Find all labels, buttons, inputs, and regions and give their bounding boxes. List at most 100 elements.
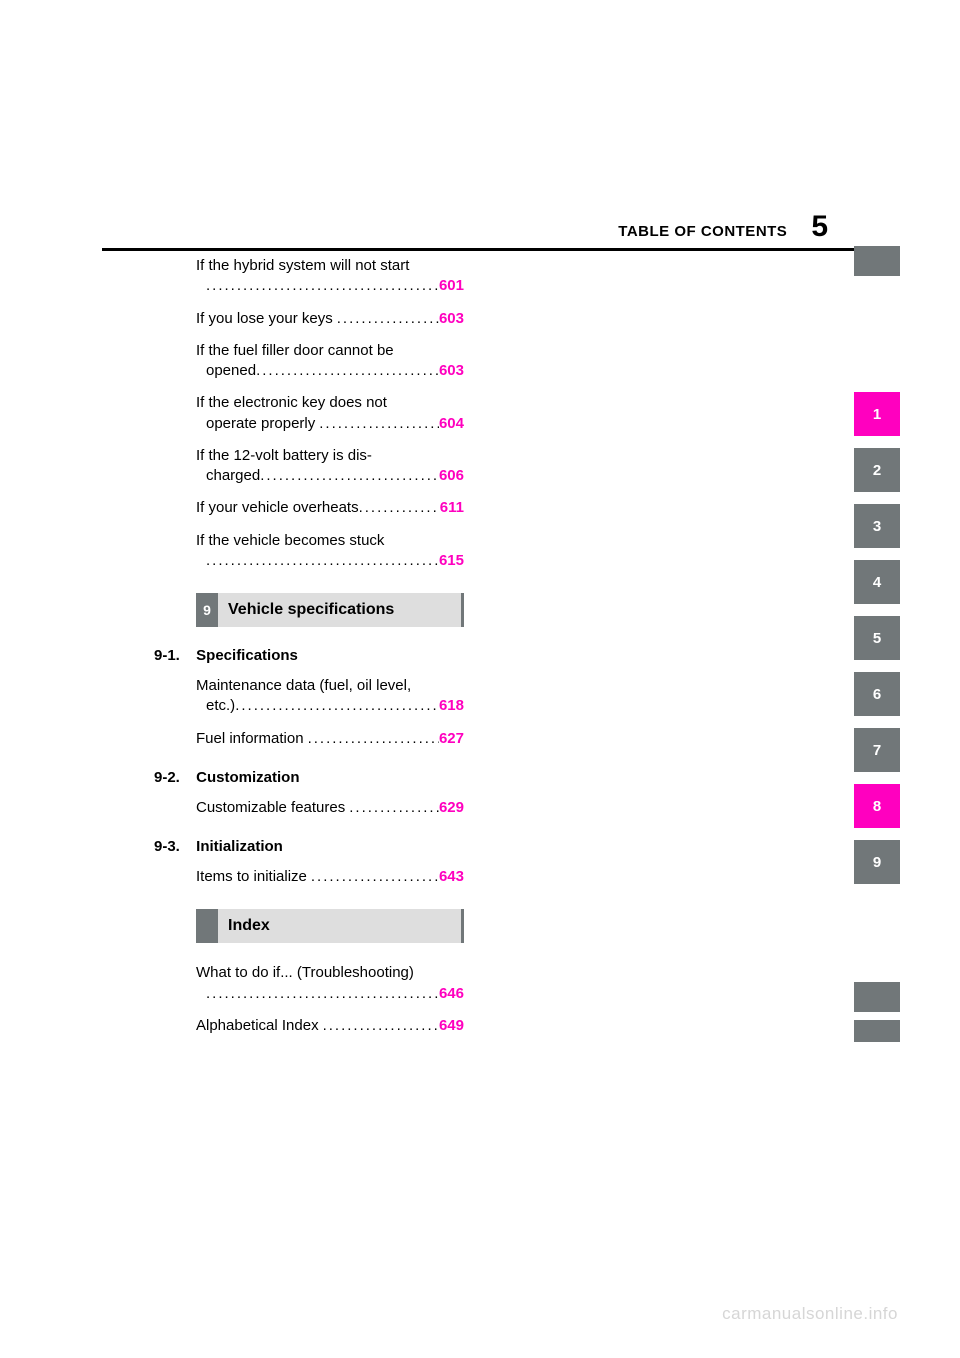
toc-line: If your vehicle overheats 611 — [196, 498, 464, 518]
toc-page[interactable]: 604 — [439, 414, 464, 434]
toc-line: Items to initialize 643 — [196, 867, 464, 887]
leader-dots — [260, 466, 439, 486]
subsection-number: 9-2. — [154, 769, 192, 786]
toc-line: Alphabetical Index 649 — [196, 1016, 464, 1036]
leader-dots — [349, 798, 439, 818]
side-tabs: 1 2 3 4 5 6 7 8 9 — [854, 246, 900, 884]
tab-3[interactable]: 3 — [854, 504, 900, 548]
section-title: Vehicle specifications — [218, 593, 464, 627]
toc-entry: Items to initialize 643 — [196, 867, 464, 887]
toc-page[interactable]: 618 — [439, 696, 464, 716]
toc-line: If you lose your keys 603 — [196, 309, 464, 329]
tab-7[interactable]: 7 — [854, 728, 900, 772]
toc-entry: If the fuel filler door cannot be opened… — [196, 341, 464, 382]
toc-text: If the 12-volt battery is dis- — [196, 446, 464, 466]
tab-5[interactable]: 5 — [854, 616, 900, 660]
toc-text: If the electronic key does not — [196, 393, 464, 413]
tab-1[interactable]: 1 — [854, 392, 900, 436]
leader-dots — [206, 984, 439, 1004]
toc-content: If the hybrid system will not start 601 … — [196, 244, 464, 1036]
toc-page[interactable]: 606 — [439, 466, 464, 486]
tab-8[interactable]: 8 — [854, 784, 900, 828]
toc-page[interactable]: 643 — [439, 867, 464, 887]
toc-text: If you lose your keys — [196, 309, 333, 329]
page: TABLE OF CONTENTS 5 If the hybrid system… — [0, 0, 960, 1358]
toc-page[interactable]: 603 — [439, 309, 464, 329]
subsection-heading: 9-1. Specifications — [154, 647, 464, 664]
tab-placeholder-top — [854, 246, 900, 276]
subsection-heading: 9-3. Initialization — [154, 838, 464, 855]
toc-text: If your vehicle overheats — [196, 498, 359, 518]
toc-entry: What to do if... (Troubleshooting) 646 — [196, 963, 464, 1004]
toc-entry: Customizable features 629 — [196, 798, 464, 818]
tab-placeholder-bottom-1 — [854, 982, 900, 1012]
toc-page[interactable]: 646 — [439, 984, 464, 1004]
leader-dots — [308, 729, 439, 749]
toc-text: Items to initialize — [196, 867, 307, 887]
subsection-number: 9-3. — [154, 838, 192, 855]
leader-dots — [206, 551, 439, 571]
toc-text: charged — [206, 466, 260, 486]
leader-dots — [235, 696, 439, 716]
section-heading-index: Index — [196, 909, 464, 943]
toc-line: 615 — [196, 551, 464, 571]
section-badge: 9 — [196, 593, 218, 627]
toc-page[interactable]: 627 — [439, 729, 464, 749]
toc-text: If the fuel filler door cannot be — [196, 341, 464, 361]
section-heading-9: 9 Vehicle specifications — [196, 593, 464, 627]
subsection-title: Customization — [196, 769, 299, 786]
toc-text: Alphabetical Index — [196, 1016, 319, 1036]
toc-page[interactable]: 611 — [440, 498, 464, 518]
subsection-number: 9-1. — [154, 647, 192, 664]
toc-page[interactable]: 601 — [439, 276, 464, 296]
toc-text: Maintenance data (fuel, oil level, — [196, 676, 464, 696]
toc-page[interactable]: 615 — [439, 551, 464, 571]
toc-text: If the vehicle becomes stuck — [196, 531, 464, 551]
toc-entry: If the electronic key does not operate p… — [196, 393, 464, 434]
toc-page[interactable]: 603 — [439, 361, 464, 381]
tab-4[interactable]: 4 — [854, 560, 900, 604]
watermark: carmanualsonline.info — [722, 1304, 898, 1324]
toc-line: operate properly 604 — [196, 414, 464, 434]
toc-line: opened 603 — [196, 361, 464, 381]
toc-line: 601 — [196, 276, 464, 296]
toc-text: What to do if... (Troubleshooting) — [196, 963, 464, 983]
subsection-title: Initialization — [196, 838, 283, 855]
tab-spacer — [854, 294, 900, 380]
section-title: Index — [218, 909, 464, 943]
leader-dots — [359, 498, 440, 518]
leader-dots — [256, 361, 439, 381]
tab-6[interactable]: 6 — [854, 672, 900, 716]
tab-2[interactable]: 2 — [854, 448, 900, 492]
toc-entry: If the vehicle becomes stuck 615 — [196, 531, 464, 572]
header-row: TABLE OF CONTENTS 5 — [102, 210, 828, 244]
toc-text: operate properly — [206, 414, 315, 434]
toc-entry: If your vehicle overheats 611 — [196, 498, 464, 518]
toc-line: etc.) 618 — [196, 696, 464, 716]
toc-entry: If the hybrid system will not start 601 — [196, 256, 464, 297]
leader-dots — [323, 1016, 439, 1036]
section-badge-empty — [196, 909, 218, 943]
toc-page[interactable]: 629 — [439, 798, 464, 818]
toc-line: 646 — [196, 984, 464, 1004]
toc-entry: Maintenance data (fuel, oil level, etc.)… — [196, 676, 464, 717]
leader-dots — [206, 276, 439, 296]
toc-line: Fuel information 627 — [196, 729, 464, 749]
header-title: TABLE OF CONTENTS — [618, 223, 787, 240]
toc-page[interactable]: 649 — [439, 1016, 464, 1036]
tab-placeholder-bottom-2 — [854, 1020, 900, 1042]
leader-dots — [337, 309, 439, 329]
toc-entry: If the 12-volt battery is dis- charged 6… — [196, 446, 464, 487]
toc-text: If the hybrid system will not start — [196, 256, 464, 276]
toc-text: Fuel information — [196, 729, 304, 749]
page-number: 5 — [811, 210, 828, 244]
leader-dots — [319, 414, 439, 434]
subsection-heading: 9-2. Customization — [154, 769, 464, 786]
toc-entry: Fuel information 627 — [196, 729, 464, 749]
toc-line: Customizable features 629 — [196, 798, 464, 818]
subsection-title: Specifications — [196, 647, 298, 664]
tab-9[interactable]: 9 — [854, 840, 900, 884]
toc-text: opened — [206, 361, 256, 381]
toc-entry: Alphabetical Index 649 — [196, 1016, 464, 1036]
toc-line: charged 606 — [196, 466, 464, 486]
